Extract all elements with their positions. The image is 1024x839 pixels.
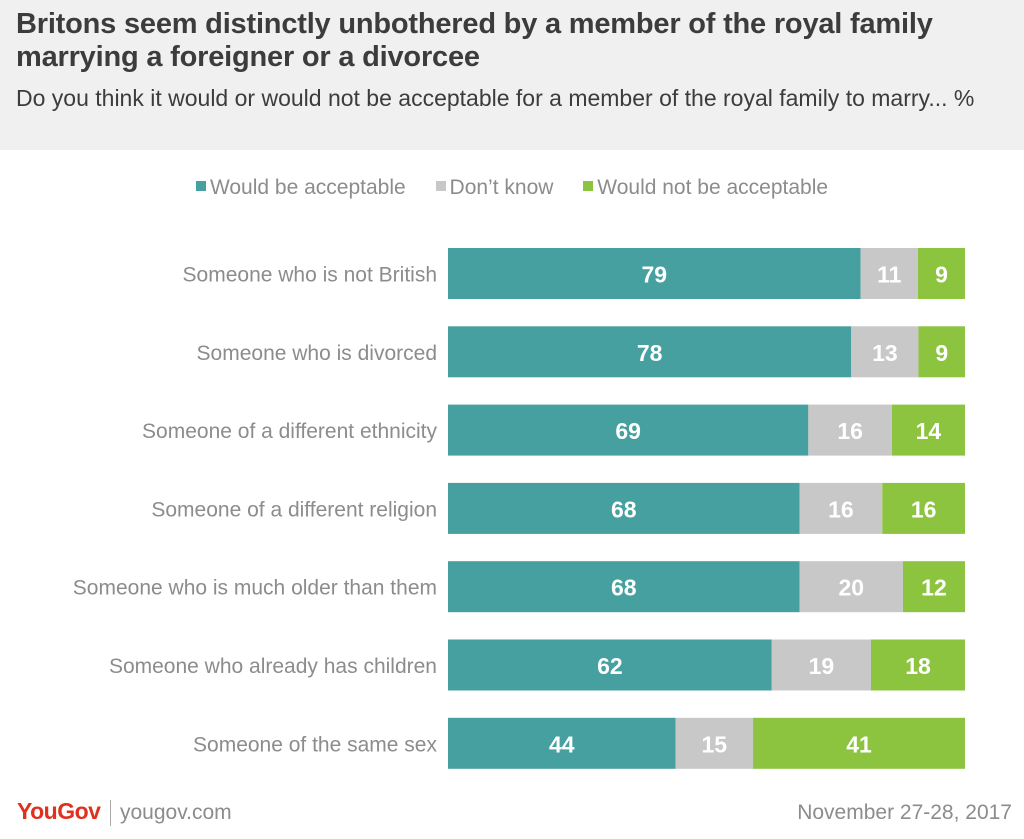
value-label-dont-know: 19 [809,653,835,679]
value-label-not-acceptable: 9 [935,340,948,366]
category-label: Someone of a different ethnicity [142,420,437,443]
bar-dont-know [808,404,892,456]
yougov-logo: YouGov [17,798,101,824]
value-label-acceptable: 69 [615,418,641,444]
value-label-not-acceptable: 14 [916,418,942,444]
category-label: Someone of the same sex [193,733,437,756]
bar-acceptable [448,717,676,769]
value-label-acceptable: 44 [549,731,575,757]
bar-not-acceptable [871,639,965,691]
value-label-acceptable: 68 [611,496,637,522]
value-label-dont-know: 16 [837,418,863,444]
category-label: Someone of a different religion [151,498,437,521]
bar-dont-know [799,561,903,613]
category-label: Someone who is much older than them [73,577,437,600]
bar-not-acceptable [891,404,965,456]
value-label-not-acceptable: 12 [921,575,947,601]
footer-site: yougov.com [120,801,232,824]
bar-acceptable [448,326,852,378]
value-label-not-acceptable: 41 [846,731,872,757]
value-label-not-acceptable: 18 [905,653,931,679]
bar-acceptable [448,482,800,534]
bar-not-acceptable [902,561,965,613]
bar-acceptable [448,248,861,299]
value-label-acceptable: 68 [611,575,637,601]
category-label: Someone who is divorced [197,342,437,365]
legend-item-dont-know: Don’t know [435,176,554,200]
footer-divider [110,800,111,826]
bar-dont-know [860,248,918,299]
bar-not-acceptable [918,326,965,378]
legend-swatch-acceptable [195,181,206,192]
bar-not-acceptable [882,482,965,534]
footer-date: November 27-28, 2017 [797,801,1012,824]
legend-label-not-acceptable: Would not be acceptable [597,176,829,199]
legend-swatch-not-acceptable [583,181,594,192]
bar-acceptable [448,639,772,691]
chart-subtitle: Do you think it would or would not be ac… [16,85,975,111]
chart-legend: Would be acceptable Don’t know Would not… [0,176,1024,206]
legend-label-acceptable: Would be acceptable [209,176,406,199]
legend-label-dont-know: Don’t know [449,176,554,199]
legend-swatch-dont-know [435,181,446,192]
value-label-dont-know: 13 [872,340,898,366]
category-label: Someone who already has children [109,655,437,678]
bar-acceptable [448,404,809,456]
value-label-not-acceptable: 9 [935,262,948,288]
bar-acceptable [448,561,800,613]
header-panel [0,0,1024,150]
bar-dont-know [851,326,919,378]
value-label-not-acceptable: 16 [911,496,937,522]
bar-dont-know [799,482,883,534]
value-label-dont-know: 15 [701,731,727,757]
bar-dont-know [771,639,871,691]
value-label-dont-know: 20 [838,575,864,601]
chart-title: Britons seem distinctly unbothered by a … [16,8,933,73]
value-label-dont-know: 11 [877,262,902,288]
value-label-acceptable: 78 [637,340,663,366]
bar-not-acceptable [918,248,965,299]
category-label: Someone who is not British [183,264,437,287]
legend-item-not-acceptable: Would not be acceptable [583,176,828,200]
bar-dont-know [675,717,754,769]
legend-item-acceptable: Would be acceptable [195,176,406,200]
value-label-acceptable: 79 [641,262,667,288]
bar-not-acceptable [753,717,965,769]
value-label-dont-know: 16 [828,496,854,522]
value-label-acceptable: 62 [597,653,623,679]
